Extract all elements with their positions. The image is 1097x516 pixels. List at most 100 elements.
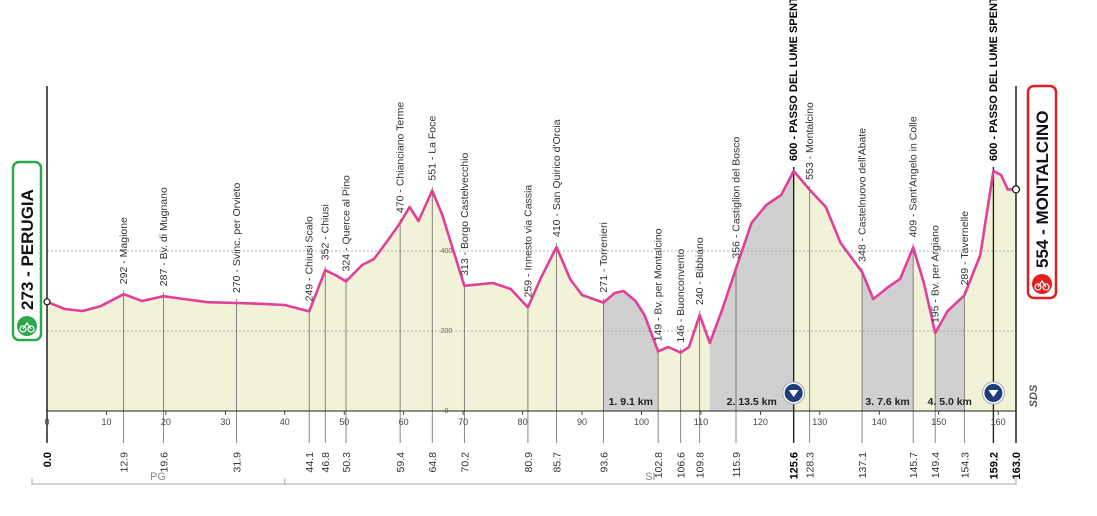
waypoint-label: 287 - Bv. di Mugnano	[158, 187, 170, 286]
bike-frame-icon	[1037, 279, 1047, 288]
profile-line-layer	[46, 169, 1016, 354]
start-label: 273 - PERUGIA	[18, 189, 37, 310]
x-tick-label: 30	[220, 417, 230, 427]
bike-wheel-icon	[19, 325, 27, 333]
km-label: 137.1	[857, 452, 869, 478]
finish-point	[1011, 185, 1021, 194]
waypoint-label: 270 - Svinc. per Orvieto	[231, 183, 243, 293]
km-label: 93.6	[598, 452, 610, 473]
waypoint-label: 409 - Sant'Angelo in Colle	[908, 116, 920, 237]
x-tick-label: 50	[339, 417, 349, 427]
km-label: 159.2	[988, 452, 1000, 480]
sector-label: 2. 13.5 km	[727, 396, 777, 408]
waypoint-label: 240 - Bibbiano	[694, 237, 706, 305]
waypoint-label: 324 - Querce al Pino	[341, 175, 353, 271]
bike-wheel-icon	[1034, 283, 1042, 291]
waypoint-label: 146 - Buonconvento	[675, 248, 687, 342]
x-tick-label: 20	[161, 417, 171, 427]
waypoint-label: 348 - Castelnuovo dell'Abate	[857, 128, 869, 262]
waypoint-label: 259 - Innesto via Cassia	[522, 185, 534, 298]
x-tick-label: 60	[399, 417, 409, 427]
chevron-down-icon	[788, 390, 799, 397]
km-label: 19.6	[159, 452, 171, 473]
waypoint-label: 551 - La Foce	[427, 116, 439, 181]
waypoint-label: 149 - Bv. per Montalcino	[653, 228, 665, 341]
waypoint-label: 292 - Magione	[118, 217, 130, 284]
km-label: 115.9	[731, 452, 743, 478]
bike-wheel-icon	[27, 325, 35, 333]
km-label: 46.8	[320, 452, 332, 473]
gpm-markers	[782, 381, 1005, 405]
profile-line	[46, 169, 1016, 354]
km-label: 0.0	[42, 452, 54, 467]
altitude-label: 200	[441, 328, 453, 335]
gravel-sector-1	[603, 291, 659, 411]
km-labels: 0.0 12.9 19.6 31.9 44.1 46.8 50.3 59.4 64.8 70.2 8…	[42, 452, 1023, 480]
gravel-sector-3	[862, 247, 914, 411]
x-tick-label: 40	[280, 417, 290, 427]
waypoint-label: 271 - Torrenieri	[598, 222, 610, 292]
km-label: 70.2	[459, 452, 471, 473]
sector-label: 1. 9.1 km	[609, 396, 653, 408]
sds-logo: SDS	[1028, 384, 1040, 407]
finish-bike-icon	[1032, 274, 1052, 294]
waypoint-label: 470 - Chianciano Terme	[395, 102, 407, 213]
x-tick-label: 120	[753, 417, 768, 427]
waypoint-label: 195 - Bv. per Argiano	[930, 225, 942, 323]
x-tick-label: 130	[812, 417, 827, 427]
start-badge: 273 - PERUGIA	[11, 160, 43, 342]
km-label: 85.7	[551, 452, 563, 473]
km-label: 145.7	[908, 452, 920, 478]
province-bar: PG SI	[31, 471, 1017, 485]
x-tick-label: 140	[872, 417, 887, 427]
km-label: 154.3	[959, 452, 971, 478]
province-label: SI	[645, 471, 655, 483]
km-label: 50.3	[341, 452, 353, 473]
province-label: PG	[150, 471, 166, 483]
start-finish-badges: 273 - PERUGIA 554 - MONTALCINO SDS	[11, 84, 1058, 407]
waypoint-label: 313 - Borgo Castelvecchio	[459, 152, 471, 275]
finish-badge: 554 - MONTALCINO	[1026, 84, 1058, 300]
x-tick-label: 90	[577, 417, 587, 427]
waypoint-label: 600 - PASSO DEL LUME SPENTO	[988, 0, 1000, 161]
waypoint-label: 352 - Chiusi	[320, 204, 332, 260]
x-tick-label: 0	[44, 417, 49, 427]
km-label: 125.6	[789, 452, 801, 480]
gravel-sector-4	[935, 295, 965, 411]
bike-frame-icon	[22, 321, 32, 330]
km-label: 80.9	[523, 452, 535, 473]
waypoint-label: 553 - Montalcino	[804, 102, 816, 180]
waypoint-labels: 292 - Magione 287 - Bv. di Mugnano 270 - S…	[118, 0, 1000, 343]
km-label: 128.3	[805, 452, 817, 478]
x-tick-label: 110	[694, 417, 708, 427]
sector-label: 4. 5.0 km	[928, 396, 972, 408]
waypoint-label: 600 - PASSO DEL LUME SPENTO	[788, 0, 800, 161]
finish-label: 554 - MONTALCINO	[1033, 111, 1052, 268]
x-tick-label: 10	[101, 417, 111, 427]
profile-fill-layer	[47, 171, 1016, 411]
altitude-label: 400	[441, 248, 453, 255]
km-label: 163.0	[1011, 452, 1023, 480]
km-label: 31.9	[232, 452, 244, 473]
km-label: 64.8	[427, 452, 439, 473]
waypoint-label: 410 - San Quirico d'Orcia	[551, 119, 563, 237]
bike-wheel-icon	[1042, 283, 1050, 291]
start-badge-frame	[11, 160, 43, 342]
waypoint-label: 356 - Castiglion del Bosco	[731, 136, 743, 258]
x-tick-label: 80	[518, 417, 528, 427]
km-label: 102.8	[653, 452, 665, 478]
km-label: 149.4	[930, 452, 942, 478]
km-label: 106.6	[676, 452, 688, 478]
x-axis: 0 10 20 30 40 50 60 70 80 90 100 110 120 130 140 150 160	[44, 410, 1016, 427]
km-label: 109.8	[695, 452, 707, 478]
start-point	[43, 298, 51, 306]
chevron-down-icon	[988, 390, 999, 397]
x-tick-label: 160	[991, 417, 1006, 427]
km-label: 44.1	[304, 452, 316, 473]
waypoint-lines	[46, 86, 1017, 443]
x-tick-label: 100	[634, 417, 649, 427]
sector-label: 3. 7.6 km	[865, 396, 909, 408]
x-tick-label: 70	[458, 417, 468, 427]
sector-labels: 1. 9.1 km 2. 13.5 km 3. 7.6 km 4. 5.0 km	[609, 396, 972, 408]
